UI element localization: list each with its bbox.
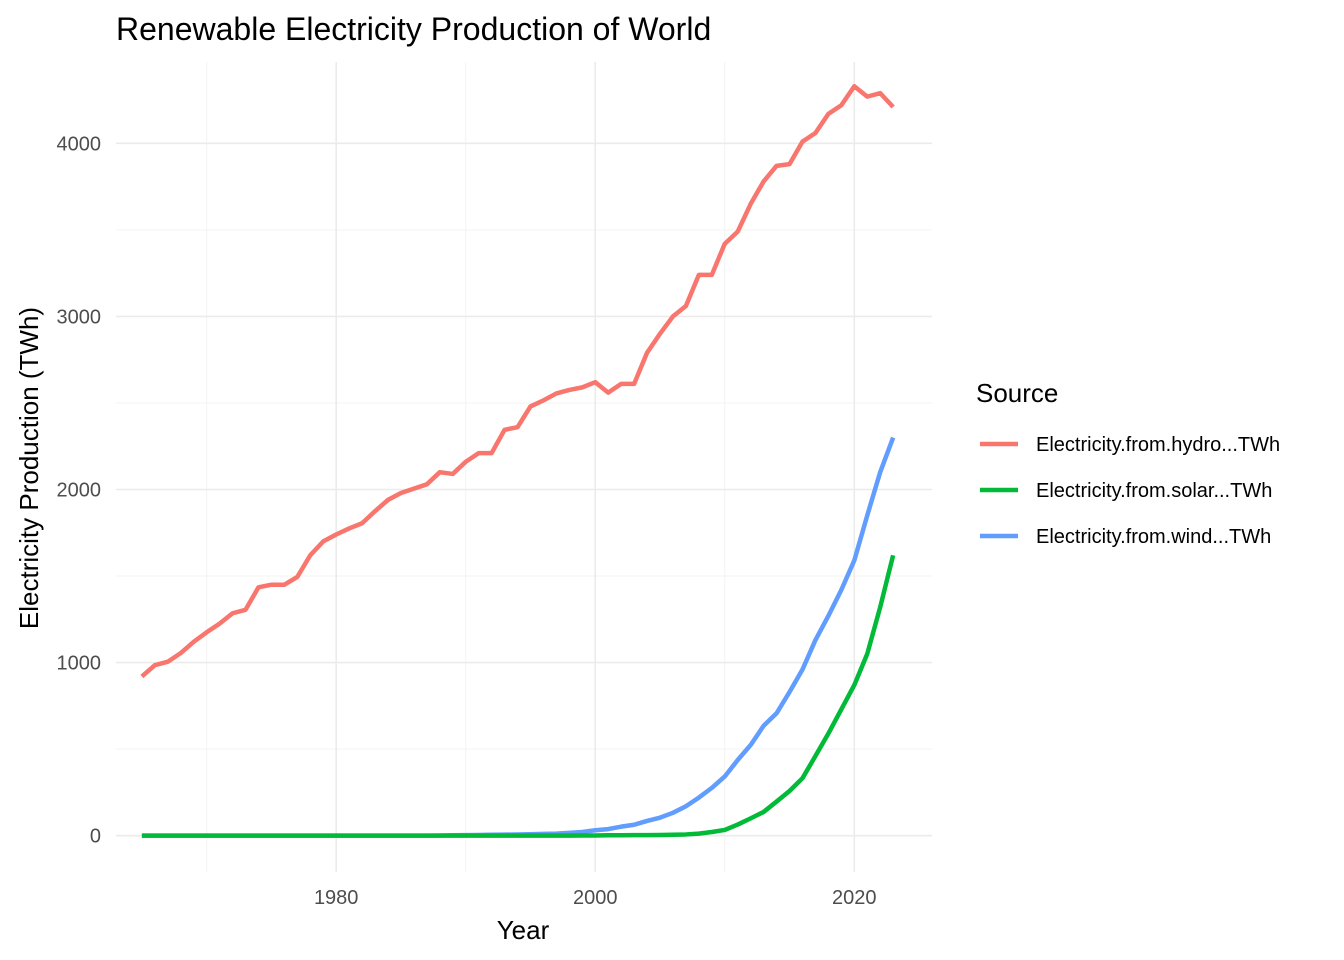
y-tick-label: 0 <box>90 826 101 848</box>
x-tick-label: 2020 <box>832 887 877 909</box>
legend: Source Electricity.from.hydro...TWhElect… <box>976 378 1280 548</box>
legend-label-3: Electricity.from.wind...TWh <box>1036 526 1271 548</box>
legend-label-1: Electricity.from.hydro...TWh <box>1036 434 1280 456</box>
y-tick-label: 4000 <box>57 133 102 155</box>
x-axis-ticks: 1980 2000 2020 <box>314 887 877 909</box>
series-line-3 <box>141 436 896 838</box>
grid-major <box>116 62 932 872</box>
y-tick-label: 1000 <box>57 653 102 675</box>
y-axis-title: Electricity Production (TWh) <box>14 307 44 629</box>
legend-items: Electricity.from.hydro...TWh Electricity.… <box>980 434 1280 548</box>
grid-minor <box>116 62 932 872</box>
legend-label-2: Electricity.from.solar...TWh <box>1036 480 1272 502</box>
series-line-1 <box>140 83 895 679</box>
plot-panel <box>116 62 932 872</box>
series-group <box>140 83 896 838</box>
chart-title: Renewable Electricity Production of Worl… <box>116 11 711 47</box>
x-tick-label: 2000 <box>573 887 618 909</box>
series-line-2 <box>141 554 896 838</box>
y-tick-label: 3000 <box>57 306 102 328</box>
y-tick-label: 2000 <box>57 480 102 502</box>
x-axis-title: Year <box>497 915 550 945</box>
x-tick-label: 1980 <box>314 887 359 909</box>
y-axis-ticks: 0 1000 2000 3000 4000 <box>57 133 102 847</box>
legend-title: Source <box>976 378 1058 408</box>
